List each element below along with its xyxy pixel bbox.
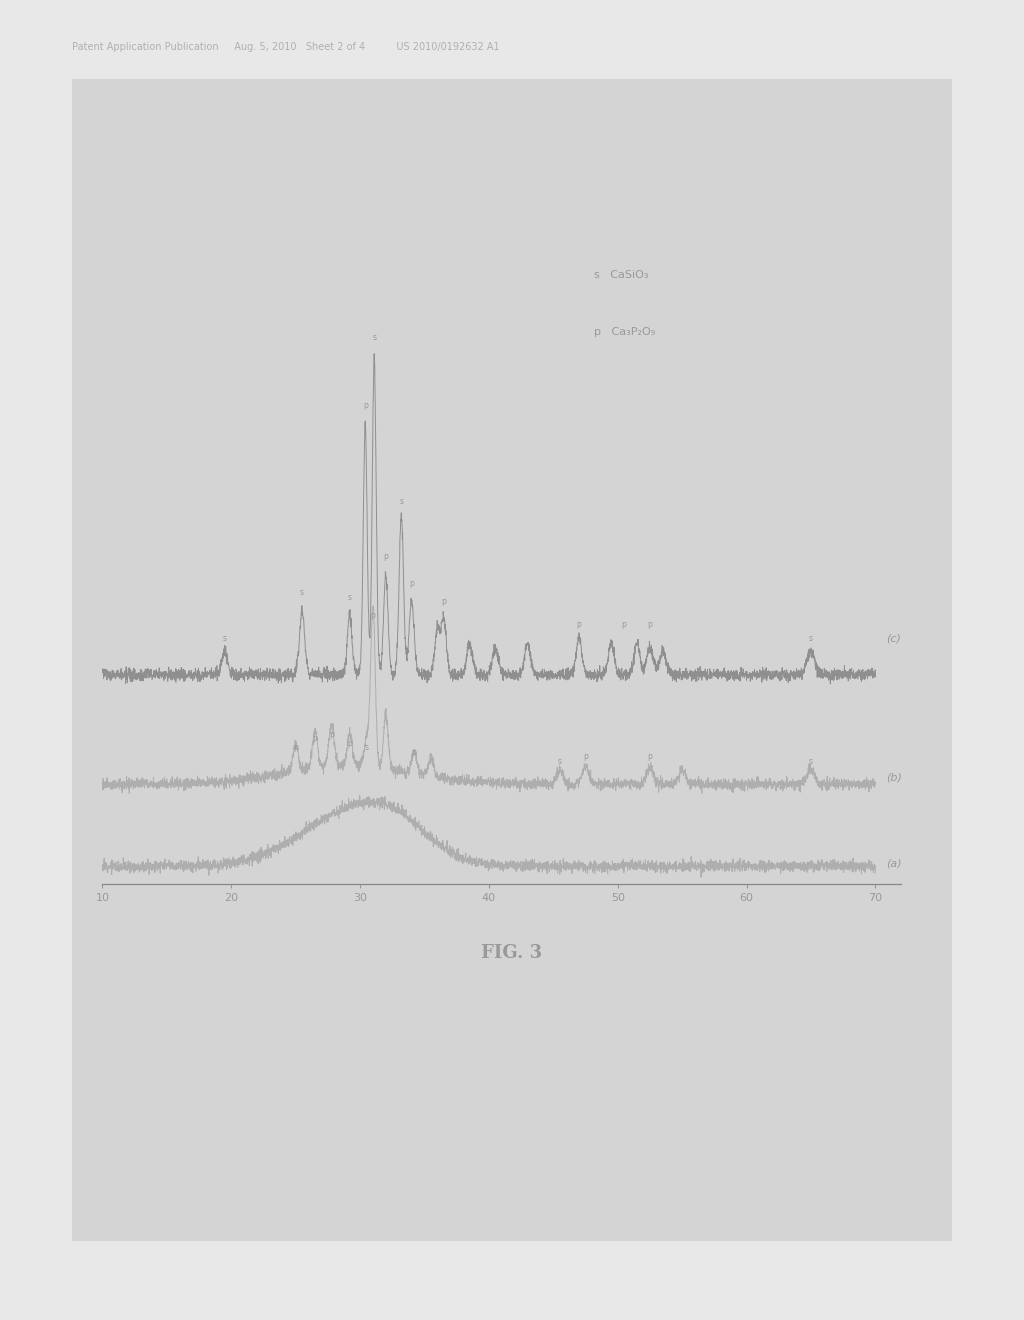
- Text: p: p: [647, 752, 652, 762]
- Text: (b): (b): [886, 772, 901, 783]
- Text: p: p: [347, 739, 352, 747]
- Text: (a): (a): [886, 859, 901, 869]
- Text: s: s: [223, 634, 226, 643]
- Text: FIG. 3: FIG. 3: [481, 944, 543, 962]
- Text: p: p: [383, 552, 388, 561]
- Text: p: p: [371, 611, 376, 620]
- Text: p: p: [622, 620, 627, 630]
- Text: p: p: [410, 579, 414, 589]
- Text: s   CaSiO₃: s CaSiO₃: [594, 269, 648, 280]
- Text: p: p: [583, 752, 588, 762]
- Text: s: s: [558, 756, 562, 766]
- Text: p: p: [412, 747, 417, 756]
- Text: p: p: [330, 730, 334, 738]
- Text: s: s: [809, 756, 813, 766]
- Text: p: p: [362, 401, 368, 411]
- Text: s: s: [372, 333, 376, 342]
- Text: s: s: [365, 743, 369, 752]
- Text: Patent Application Publication     Aug. 5, 2010   Sheet 2 of 4          US 2010/: Patent Application Publication Aug. 5, 2…: [72, 42, 500, 53]
- Text: (c): (c): [886, 634, 900, 643]
- Text: s: s: [300, 589, 304, 597]
- Text: s: s: [348, 593, 352, 602]
- Text: p: p: [647, 620, 652, 630]
- Text: s: s: [809, 634, 813, 643]
- Text: p: p: [312, 734, 317, 743]
- Text: p: p: [577, 620, 582, 630]
- Text: s: s: [399, 498, 403, 506]
- Text: p: p: [293, 743, 298, 752]
- Text: p: p: [441, 598, 446, 606]
- Text: p   Ca₃P₂O₉: p Ca₃P₂O₉: [594, 327, 655, 337]
